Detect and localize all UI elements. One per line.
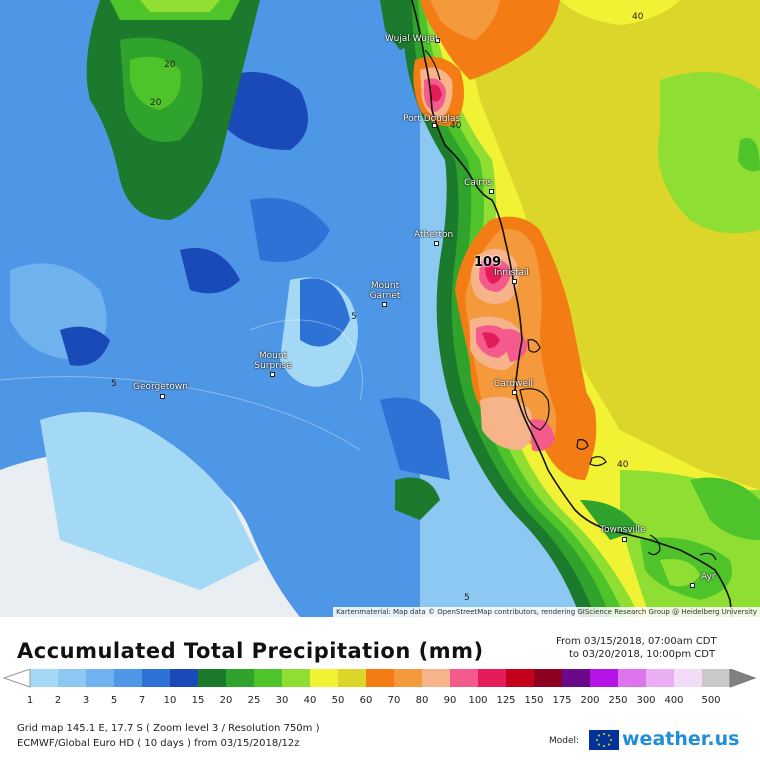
grid-info: Grid map 145.1 E, 17.7 S ( Zoom level 3 … xyxy=(17,723,320,734)
scale-swatch xyxy=(646,669,675,687)
city-label-mount-surprise[interactable]: Mount Surprise xyxy=(254,351,292,371)
contour-label: 5 xyxy=(464,593,470,603)
map-attribution: Kartenmaterial: Map data © OpenStreetMap… xyxy=(333,607,760,617)
scale-label: 1 xyxy=(26,695,34,706)
scale-swatch xyxy=(506,669,535,687)
scale-label: 80 xyxy=(415,695,429,706)
scale-label: 500 xyxy=(701,695,721,706)
city-label-wujal-wujal[interactable]: Wujal Wujal xyxy=(385,34,438,44)
scale-label: 15 xyxy=(191,695,205,706)
city-marker-ayr[interactable] xyxy=(690,583,695,588)
scale-label: 2 xyxy=(54,695,62,706)
city-marker-mount-garnet[interactable] xyxy=(382,302,387,307)
scale-label: 70 xyxy=(387,695,401,706)
city-label-mount-garnet[interactable]: Mount Garnet xyxy=(369,281,401,301)
scale-swatch xyxy=(366,669,395,687)
scale-label: 25 xyxy=(247,695,261,706)
scale-swatch xyxy=(30,669,59,687)
city-marker-wujal[interactable] xyxy=(435,38,440,43)
time-range-to: to 03/20/2018, 10:00pm CDT xyxy=(569,649,716,660)
precipitation-field xyxy=(0,0,760,617)
city-label-cairns[interactable]: Cairns xyxy=(464,178,493,188)
city-marker-cairns[interactable] xyxy=(489,189,494,194)
scale-swatch xyxy=(674,669,703,687)
scale-swatch xyxy=(590,669,619,687)
scale-label: 60 xyxy=(359,695,373,706)
scale-label: 50 xyxy=(331,695,345,706)
scale-swatch xyxy=(226,669,255,687)
legend-title: Accumulated Total Precipitation (mm) xyxy=(17,639,484,663)
color-scale: 1 2 3 5 7 10 15 20 25 30 40 50 60 70 80 90 100 125 150 175 2… xyxy=(0,669,760,709)
model-info: ECMWF/Global Euro HD ( 10 days ) from 03… xyxy=(17,738,300,749)
scale-swatch xyxy=(58,669,87,687)
scale-label: 90 xyxy=(443,695,457,706)
scale-swatch xyxy=(534,669,563,687)
scale-label: 5 xyxy=(110,695,118,706)
scale-label: 100 xyxy=(468,695,488,706)
scale-swatch xyxy=(170,669,199,687)
city-label-georgetown[interactable]: Georgetown xyxy=(133,382,188,392)
scale-label: 400 xyxy=(664,695,684,706)
scale-label: 300 xyxy=(636,695,656,706)
scale-swatch xyxy=(394,669,423,687)
scale-label: 10 xyxy=(163,695,177,706)
scale-swatch xyxy=(282,669,311,687)
scale-label: 175 xyxy=(552,695,572,706)
scale-swatch xyxy=(450,669,479,687)
scale-label: 3 xyxy=(82,695,90,706)
contour-label: 20 xyxy=(150,98,162,108)
weather-us-logo[interactable]: weather.us xyxy=(622,728,740,750)
scale-label: 40 xyxy=(303,695,317,706)
city-marker-mount-surprise[interactable] xyxy=(270,372,275,377)
city-marker-atherton[interactable] xyxy=(434,241,439,246)
city-marker-port-douglas[interactable] xyxy=(432,123,437,128)
scale-swatch xyxy=(702,669,731,687)
contour-label: 40 xyxy=(450,121,462,131)
city-label-innisfail[interactable]: Innisfail xyxy=(494,268,529,278)
city-label-atherton[interactable]: Atherton xyxy=(414,230,454,240)
scale-label: 20 xyxy=(219,695,233,706)
scale-swatch xyxy=(310,669,339,687)
time-range-from: From 03/15/2018, 07:00am CDT xyxy=(556,636,717,647)
scale-label: 30 xyxy=(275,695,289,706)
city-marker-cardwell[interactable] xyxy=(512,390,517,395)
city-marker-georgetown[interactable] xyxy=(160,394,165,399)
legend-panel: Accumulated Total Precipitation (mm) Fro… xyxy=(0,617,760,760)
scale-swatch xyxy=(198,669,227,687)
color-scale-bar xyxy=(2,669,757,688)
city-label-cardwell[interactable]: Cardwell xyxy=(494,379,533,389)
scale-swatch xyxy=(422,669,451,687)
eu-flag-icon xyxy=(589,730,619,750)
scale-swatch xyxy=(562,669,591,687)
contour-label: 40 xyxy=(617,460,629,470)
precipitation-map[interactable]: Wujal Wujal Port Douglas Cairns Atherton… xyxy=(0,0,760,617)
city-label-townsville[interactable]: Townsville xyxy=(600,525,646,535)
contour-label: 20 xyxy=(164,60,176,70)
contour-label: 5 xyxy=(351,312,357,322)
time-range: From 03/15/2018, 07:00am CDT to 03/20/20… xyxy=(556,635,717,661)
scale-label: 150 xyxy=(524,695,544,706)
scale-swatch xyxy=(142,669,171,687)
scale-label: 250 xyxy=(608,695,628,706)
contour-label: 40 xyxy=(632,12,644,22)
scale-right-arrow-icon xyxy=(729,669,757,688)
scale-swatch xyxy=(114,669,143,687)
city-label-ayr[interactable]: Ayr xyxy=(701,572,716,582)
scale-swatch xyxy=(478,669,507,687)
scale-swatch xyxy=(86,669,115,687)
contour-label: 5 xyxy=(111,379,117,389)
scale-label: 7 xyxy=(138,695,146,706)
city-label-port-douglas[interactable]: Port Douglas xyxy=(403,114,461,124)
scale-swatch xyxy=(254,669,283,687)
model-label: Model: xyxy=(549,736,580,746)
scale-swatch xyxy=(618,669,647,687)
scale-left-arrow-icon xyxy=(2,669,31,688)
max-precip-label: 109 xyxy=(474,255,502,270)
scale-label: 200 xyxy=(580,695,600,706)
scale-swatch xyxy=(338,669,367,687)
scale-label: 125 xyxy=(496,695,516,706)
city-marker-townsville[interactable] xyxy=(622,537,627,542)
city-marker-innisfail[interactable] xyxy=(512,279,517,284)
